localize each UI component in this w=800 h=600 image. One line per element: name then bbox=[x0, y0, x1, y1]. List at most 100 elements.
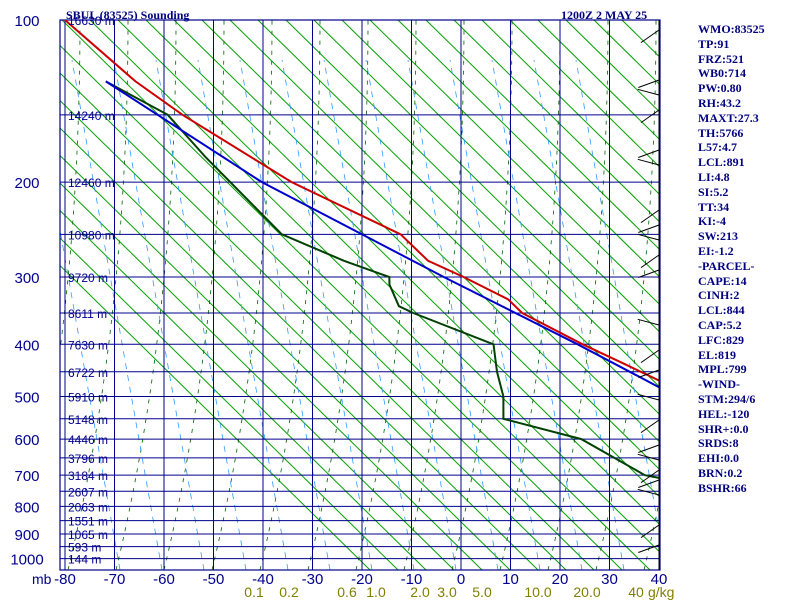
stat-line: -PARCEL- bbox=[698, 258, 755, 273]
temperature-profile-line bbox=[64, 20, 660, 383]
mixing-ratio-line bbox=[239, 59, 331, 570]
mixing-ratio-label: 3.0 bbox=[437, 584, 457, 600]
mixing-ratio-label: 5.0 bbox=[472, 584, 492, 600]
stat-line: CINH:2 bbox=[698, 288, 740, 303]
mixing-ratio-line bbox=[71, 59, 163, 570]
plot-frame bbox=[59, 19, 661, 571]
moist-adiabat-line bbox=[643, 494, 660, 570]
temperature-tick-label: -40 bbox=[252, 571, 274, 588]
moist-adiabat-line bbox=[307, 20, 369, 570]
temperature-tick-label: 0 bbox=[457, 571, 465, 588]
wind-barb bbox=[638, 269, 660, 278]
height-label: 2607 m bbox=[68, 485, 108, 499]
stat-line: LCL:844 bbox=[698, 303, 745, 318]
height-label: 10980 m bbox=[68, 228, 115, 242]
stat-line: SHR+:0.0 bbox=[698, 421, 749, 436]
stat-line: LI:4.8 bbox=[698, 169, 730, 184]
dry-adiabat-line bbox=[509, 20, 660, 169]
mixing-ratio-line bbox=[113, 59, 205, 570]
stat-line: STM:294/6 bbox=[698, 391, 756, 406]
stat-line: LFC:829 bbox=[698, 332, 744, 347]
mixing-ratio-line bbox=[575, 59, 660, 539]
height-label: 593 m bbox=[68, 541, 101, 555]
pressure-tick-label: 400 bbox=[14, 337, 39, 354]
wind-barb bbox=[637, 318, 660, 326]
stat-line: EL:819 bbox=[698, 347, 737, 362]
pressure-tick-label: 800 bbox=[14, 499, 39, 516]
moist-adiabat-line bbox=[547, 20, 609, 570]
mixing-ratio-label: 10.0 bbox=[524, 584, 551, 600]
stat-line: L57:4.7 bbox=[698, 140, 737, 155]
stat-line: CAP:5.2 bbox=[698, 317, 742, 332]
stats-panel: WMO:83525 TP:91 FRZ:521 WB0:714 PW:0.80 RH:43… bbox=[698, 22, 798, 496]
mixing-ratio-label: 2.0 bbox=[410, 584, 430, 600]
dry-adiabat-line bbox=[397, 20, 660, 279]
mixing-ratio-line bbox=[533, 59, 625, 570]
temperature-tick-label: -20 bbox=[351, 571, 373, 588]
dry-adiabat-line bbox=[201, 20, 660, 471]
mixing-ratio-label: 0.1 bbox=[244, 584, 264, 600]
moist-adiabat-line bbox=[115, 20, 177, 570]
height-label: 4446 m bbox=[68, 433, 108, 447]
temperature-tick-label: -50 bbox=[203, 571, 225, 588]
mixing-ratio-label: 20.0 bbox=[573, 584, 600, 600]
wind-barb bbox=[638, 444, 660, 453]
stat-line: TP:91 bbox=[698, 36, 730, 51]
wind-barb bbox=[637, 158, 660, 166]
stat-line: SI:5.2 bbox=[698, 184, 729, 199]
temperature-tick-label: 20 bbox=[552, 571, 569, 588]
moist-adiabat-line bbox=[211, 20, 273, 570]
moist-adiabat-line bbox=[355, 20, 417, 570]
stat-line: BRN:0.2 bbox=[698, 465, 743, 480]
wind-barb bbox=[637, 393, 660, 401]
dry-adiabat-line bbox=[60, 209, 427, 570]
stat-line: WMO:83525 bbox=[698, 22, 765, 36]
wind-barb bbox=[638, 224, 660, 233]
wind-barb bbox=[638, 544, 660, 553]
moist-adiabat-line bbox=[163, 20, 225, 570]
pressure-tick-label: 200 bbox=[14, 175, 39, 192]
wind-barb bbox=[637, 88, 660, 96]
height-label: 2063 m bbox=[68, 500, 108, 514]
stat-line: RH:43.2 bbox=[698, 95, 741, 110]
mixing-ratio-line bbox=[60, 227, 121, 570]
dry-adiabat-line bbox=[60, 264, 371, 570]
temperature-tick-label: -10 bbox=[401, 571, 423, 588]
mixing-ratio-line bbox=[197, 59, 289, 570]
pressure-tick-label: 600 bbox=[14, 432, 39, 449]
mixing-ratio-label: 40 bbox=[628, 584, 644, 600]
moist-adiabat-line bbox=[259, 20, 321, 570]
pressure-tick-label: 700 bbox=[14, 468, 39, 485]
height-label: 12460 m bbox=[68, 176, 115, 190]
dry-adiabat-line bbox=[173, 20, 660, 499]
wind-barb bbox=[640, 469, 660, 484]
height-label: 7630 m bbox=[68, 338, 108, 352]
stat-line: MAXT:27.3 bbox=[698, 110, 759, 125]
stat-line: CAPE:14 bbox=[698, 273, 747, 288]
mixing-ratio-unit-label: g/kg bbox=[648, 584, 674, 600]
stat-line: EHI:0.0 bbox=[698, 451, 740, 466]
dry-adiabat-line bbox=[61, 20, 623, 570]
mixing-ratio-line bbox=[155, 59, 247, 570]
height-label: 3184 m bbox=[68, 469, 108, 483]
height-label: 16630 m bbox=[68, 14, 115, 28]
dewpoint-profile-line bbox=[105, 80, 660, 480]
stat-line: FRZ:521 bbox=[698, 51, 744, 66]
dry-adiabat-line bbox=[60, 182, 455, 570]
stat-line: SW:213 bbox=[698, 229, 739, 244]
pressure-tick-label: 900 bbox=[14, 527, 39, 544]
dry-adiabat-line bbox=[60, 44, 595, 570]
pressure-tick-label: 500 bbox=[14, 389, 39, 406]
wind-barb bbox=[640, 419, 660, 434]
dry-adiabat-line bbox=[257, 20, 660, 416]
stat-line: HEL:-120 bbox=[698, 406, 750, 421]
dry-adiabat-line bbox=[60, 237, 399, 570]
wind-barb bbox=[637, 233, 660, 241]
dry-adiabat-line bbox=[425, 20, 660, 251]
wind-barb bbox=[640, 254, 660, 269]
dry-adiabat-line bbox=[60, 99, 539, 570]
stat-line: TT:34 bbox=[698, 199, 730, 214]
dry-adiabat-line bbox=[481, 20, 660, 196]
